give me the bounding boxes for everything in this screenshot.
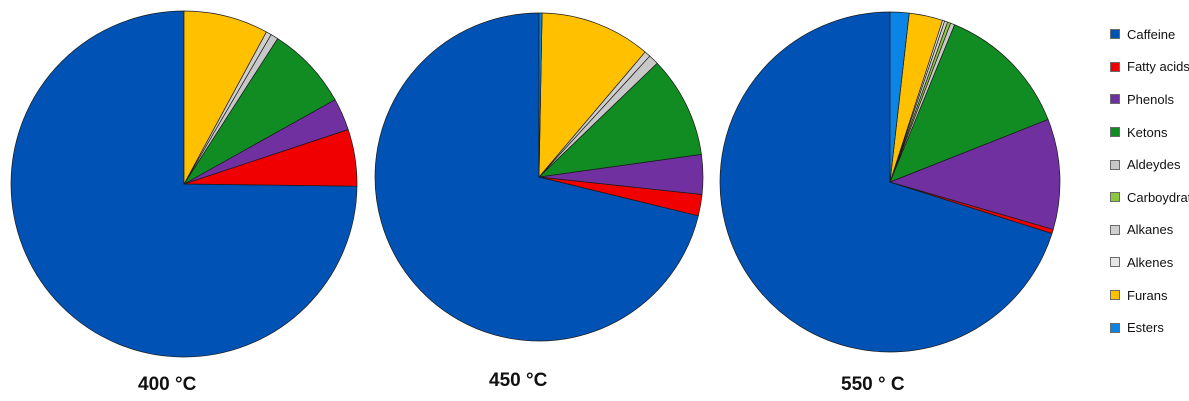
pie-slice-furans <box>538 12 646 178</box>
pie-slice-phenols <box>889 119 1061 230</box>
legend-item-furans: Furans <box>1110 279 1189 312</box>
legend-item-esters: Esters <box>1110 311 1189 344</box>
legend-swatch <box>1110 29 1120 40</box>
legend-label: Alkenes <box>1127 254 1174 270</box>
pie-slice-ketons <box>538 62 702 178</box>
legend-swatch <box>1110 257 1120 268</box>
pie-slice-ketons <box>889 24 1049 183</box>
pie-title-450: 450 °C <box>489 370 548 391</box>
legend-swatch <box>1110 322 1120 333</box>
legend-item-alkenes: Alkenes <box>1110 246 1189 279</box>
legend-label: Aldeydes <box>1127 157 1181 173</box>
legend-label: Fatty acids <box>1127 59 1189 75</box>
legend-label: Caffeine <box>1127 26 1176 42</box>
pie-title-550: 550 ° C <box>841 374 905 395</box>
pie-slice-furans <box>183 10 267 185</box>
pie-slice-caffeine <box>374 12 699 342</box>
legend-swatch <box>1110 224 1120 235</box>
legend-swatch <box>1110 94 1120 105</box>
legend-label: Phenols <box>1127 91 1174 107</box>
legend-item-carboydrates: Carboydrates <box>1110 181 1189 214</box>
legend-swatch <box>1110 290 1120 301</box>
legend-label: Alkanes <box>1127 222 1174 238</box>
legend-item-ketons: Ketons <box>1110 116 1189 149</box>
legend-swatch <box>1110 192 1120 203</box>
legend-label: Ketons <box>1127 124 1168 140</box>
legend-swatch <box>1110 159 1120 170</box>
pie-title-400: 400 °C <box>138 374 197 395</box>
legend-item-caffeine: Caffeine <box>1110 18 1189 51</box>
legend-label: Esters <box>1127 320 1164 336</box>
legend-label: Carboydrates <box>1127 189 1189 205</box>
legend-swatch <box>1110 127 1120 138</box>
legend-item-fatty-acids: Fatty acids <box>1110 51 1189 84</box>
legend-swatch <box>1110 61 1120 72</box>
pie-slice-esters <box>889 11 910 183</box>
legend-item-alkanes: Alkanes <box>1110 214 1189 247</box>
pie-slice-caffeine <box>719 11 1053 353</box>
legend-item-phenols: Phenols <box>1110 83 1189 116</box>
legend-item-aldeydes: Aldeydes <box>1110 148 1189 181</box>
legend-label: Furans <box>1127 287 1168 303</box>
legend: Caffeine Fatty acids Phenols Ketons Alde… <box>1110 18 1189 344</box>
pie-slice-esters <box>538 12 543 178</box>
